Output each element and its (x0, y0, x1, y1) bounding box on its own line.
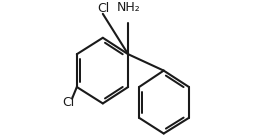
Text: Cl: Cl (97, 2, 110, 15)
Text: Cl: Cl (62, 96, 75, 109)
Text: NH₂: NH₂ (116, 1, 140, 14)
